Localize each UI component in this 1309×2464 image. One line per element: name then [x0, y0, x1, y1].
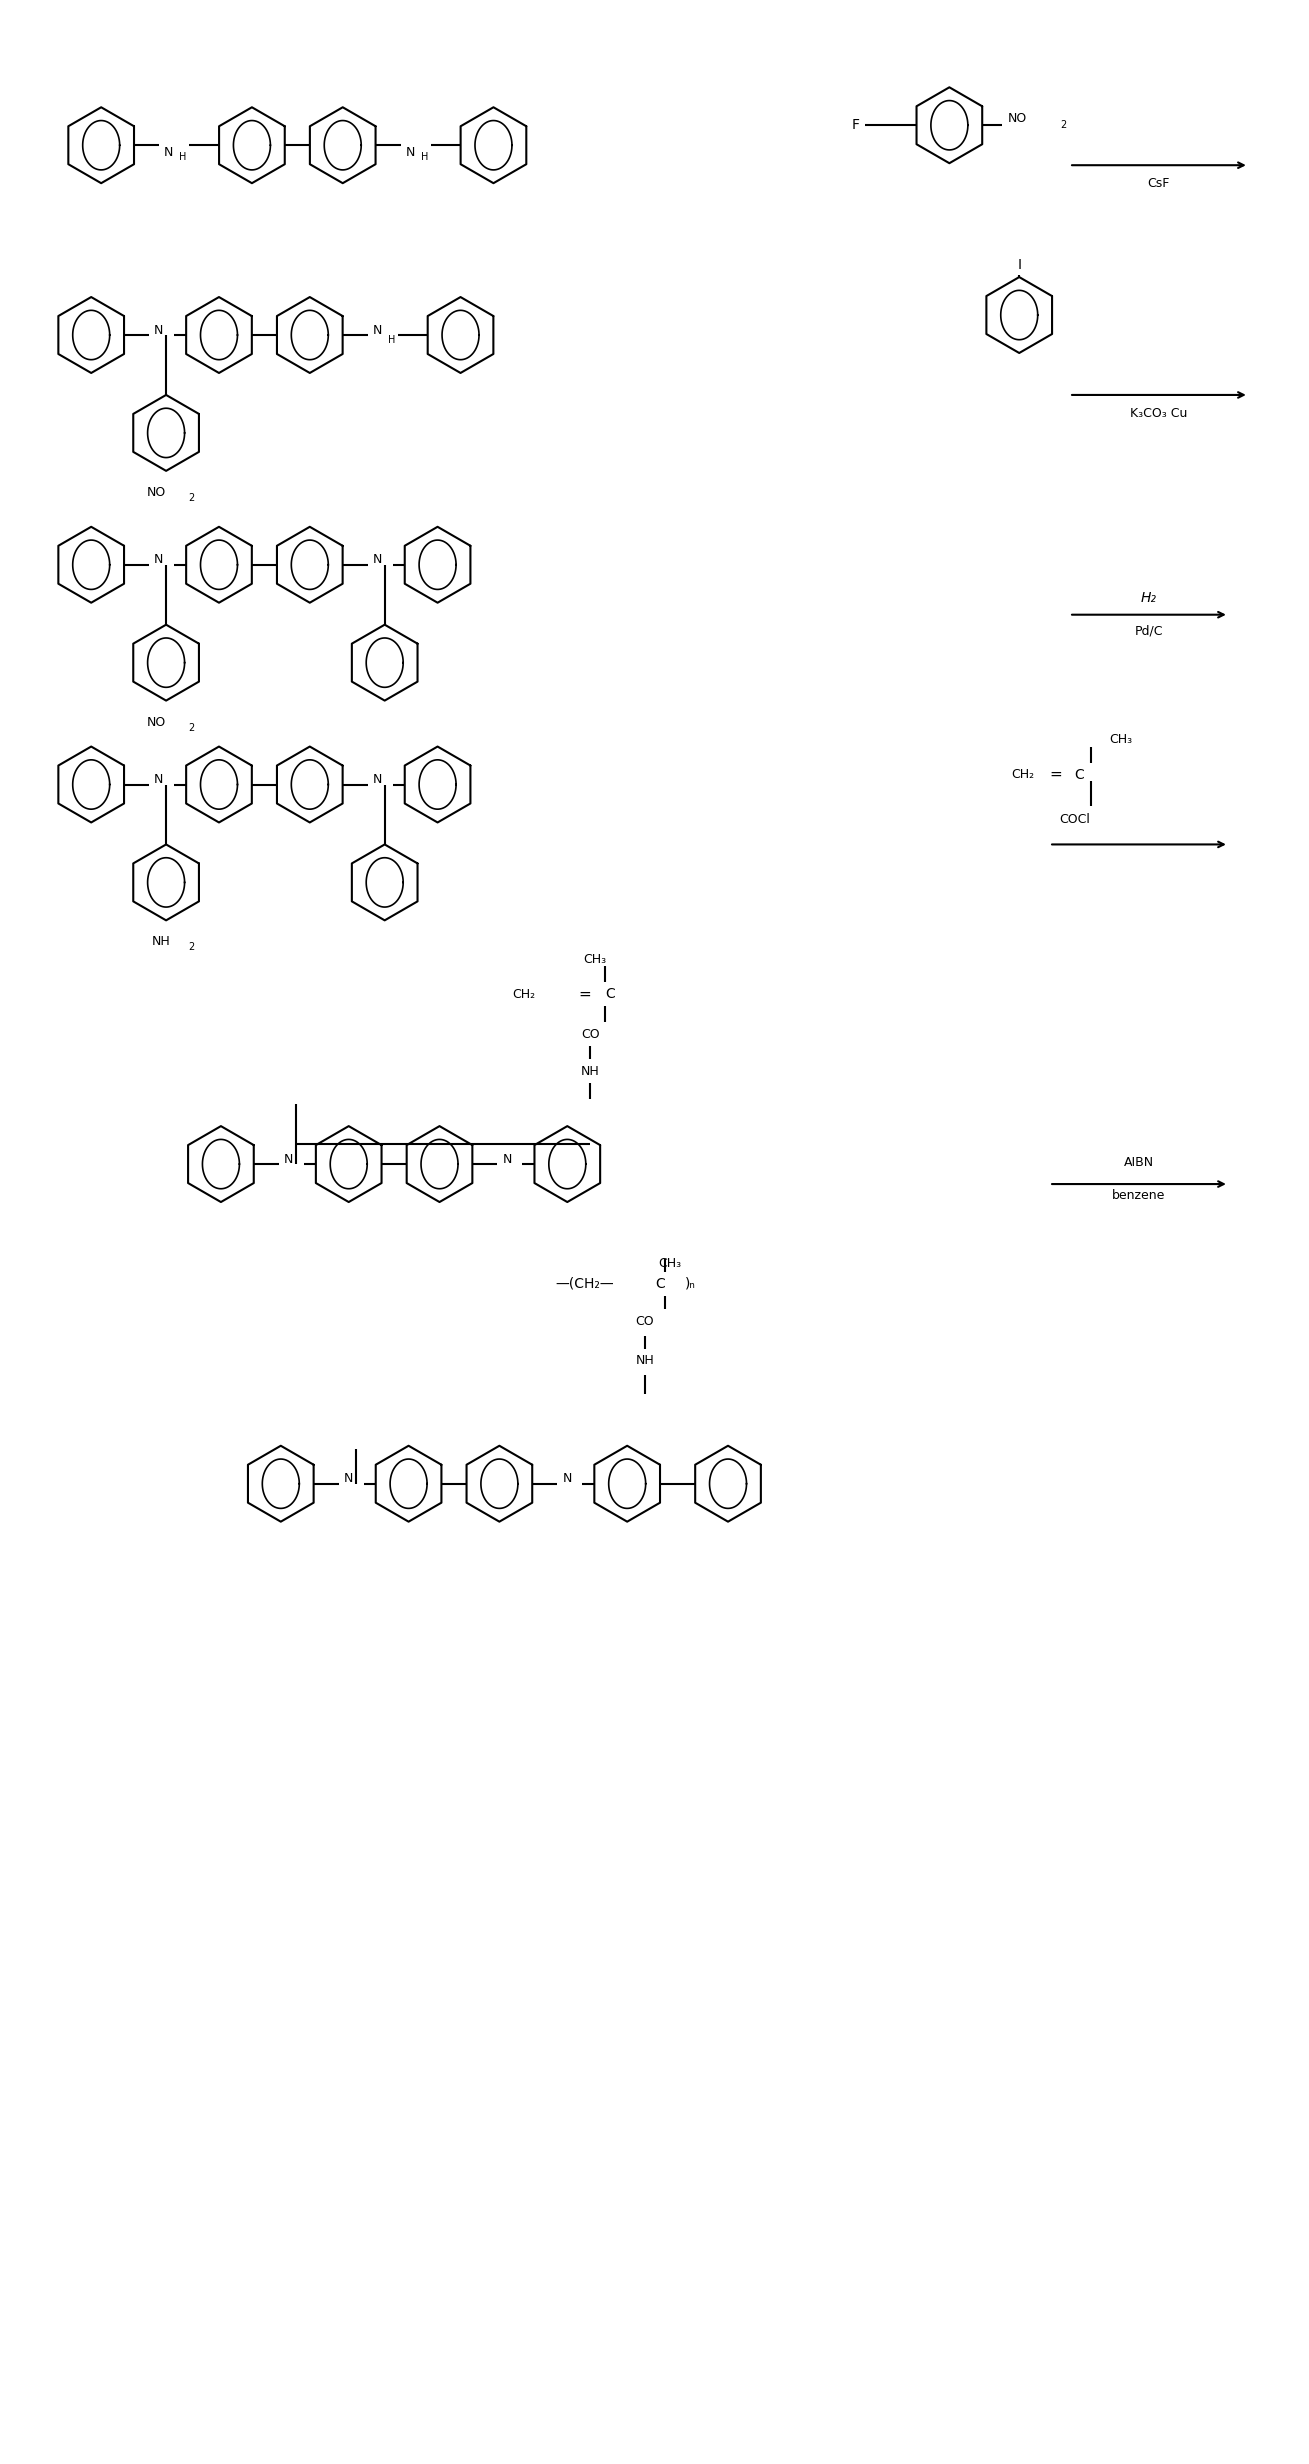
Text: C: C — [654, 1276, 665, 1291]
Text: H₂: H₂ — [1141, 591, 1157, 604]
Text: N: N — [284, 1153, 293, 1165]
Text: H: H — [179, 153, 186, 163]
Text: N: N — [406, 145, 415, 158]
Text: AIBN: AIBN — [1124, 1156, 1155, 1168]
Text: =: = — [579, 986, 592, 1003]
Text: I: I — [1017, 259, 1021, 271]
Text: CH₃: CH₃ — [658, 1257, 682, 1271]
Text: 2: 2 — [1060, 121, 1067, 131]
Text: —(CH₂—: —(CH₂— — [555, 1276, 614, 1291]
Text: =: = — [1049, 766, 1062, 781]
Text: CO: CO — [581, 1027, 600, 1040]
Text: CO: CO — [636, 1316, 654, 1328]
Text: )ₙ: )ₙ — [685, 1276, 696, 1291]
Text: N: N — [164, 145, 174, 158]
Text: NH: NH — [636, 1355, 654, 1368]
Text: CH₂: CH₂ — [1011, 769, 1034, 781]
Text: N: N — [344, 1471, 353, 1486]
Text: 2: 2 — [188, 722, 194, 732]
Text: NO: NO — [147, 485, 166, 498]
Text: 2: 2 — [188, 493, 194, 503]
Text: 2: 2 — [188, 941, 194, 951]
Text: C: C — [605, 988, 615, 1000]
Text: COCl: COCl — [1059, 813, 1090, 825]
Text: N: N — [563, 1471, 572, 1486]
Text: NH: NH — [152, 936, 170, 949]
Text: H: H — [420, 153, 428, 163]
Text: CH₃: CH₃ — [1109, 734, 1132, 747]
Text: C: C — [1075, 766, 1084, 781]
Text: N: N — [503, 1153, 512, 1165]
Text: H: H — [387, 335, 395, 345]
Text: NH: NH — [581, 1064, 600, 1077]
Text: N: N — [373, 554, 382, 567]
Text: N: N — [154, 323, 164, 338]
Text: CsF: CsF — [1148, 177, 1170, 190]
Text: N: N — [154, 554, 164, 567]
Text: F: F — [852, 118, 860, 133]
Text: CH₃: CH₃ — [584, 954, 606, 966]
Text: NO: NO — [147, 715, 166, 729]
Text: NO: NO — [1008, 111, 1026, 126]
Text: N: N — [373, 774, 382, 786]
Text: K₃CO₃ Cu: K₃CO₃ Cu — [1130, 407, 1187, 419]
Text: N: N — [373, 323, 382, 338]
Text: CH₂: CH₂ — [512, 988, 535, 1000]
Text: N: N — [154, 774, 164, 786]
Text: benzene: benzene — [1113, 1190, 1165, 1202]
Text: Pd/C: Pd/C — [1135, 626, 1164, 638]
